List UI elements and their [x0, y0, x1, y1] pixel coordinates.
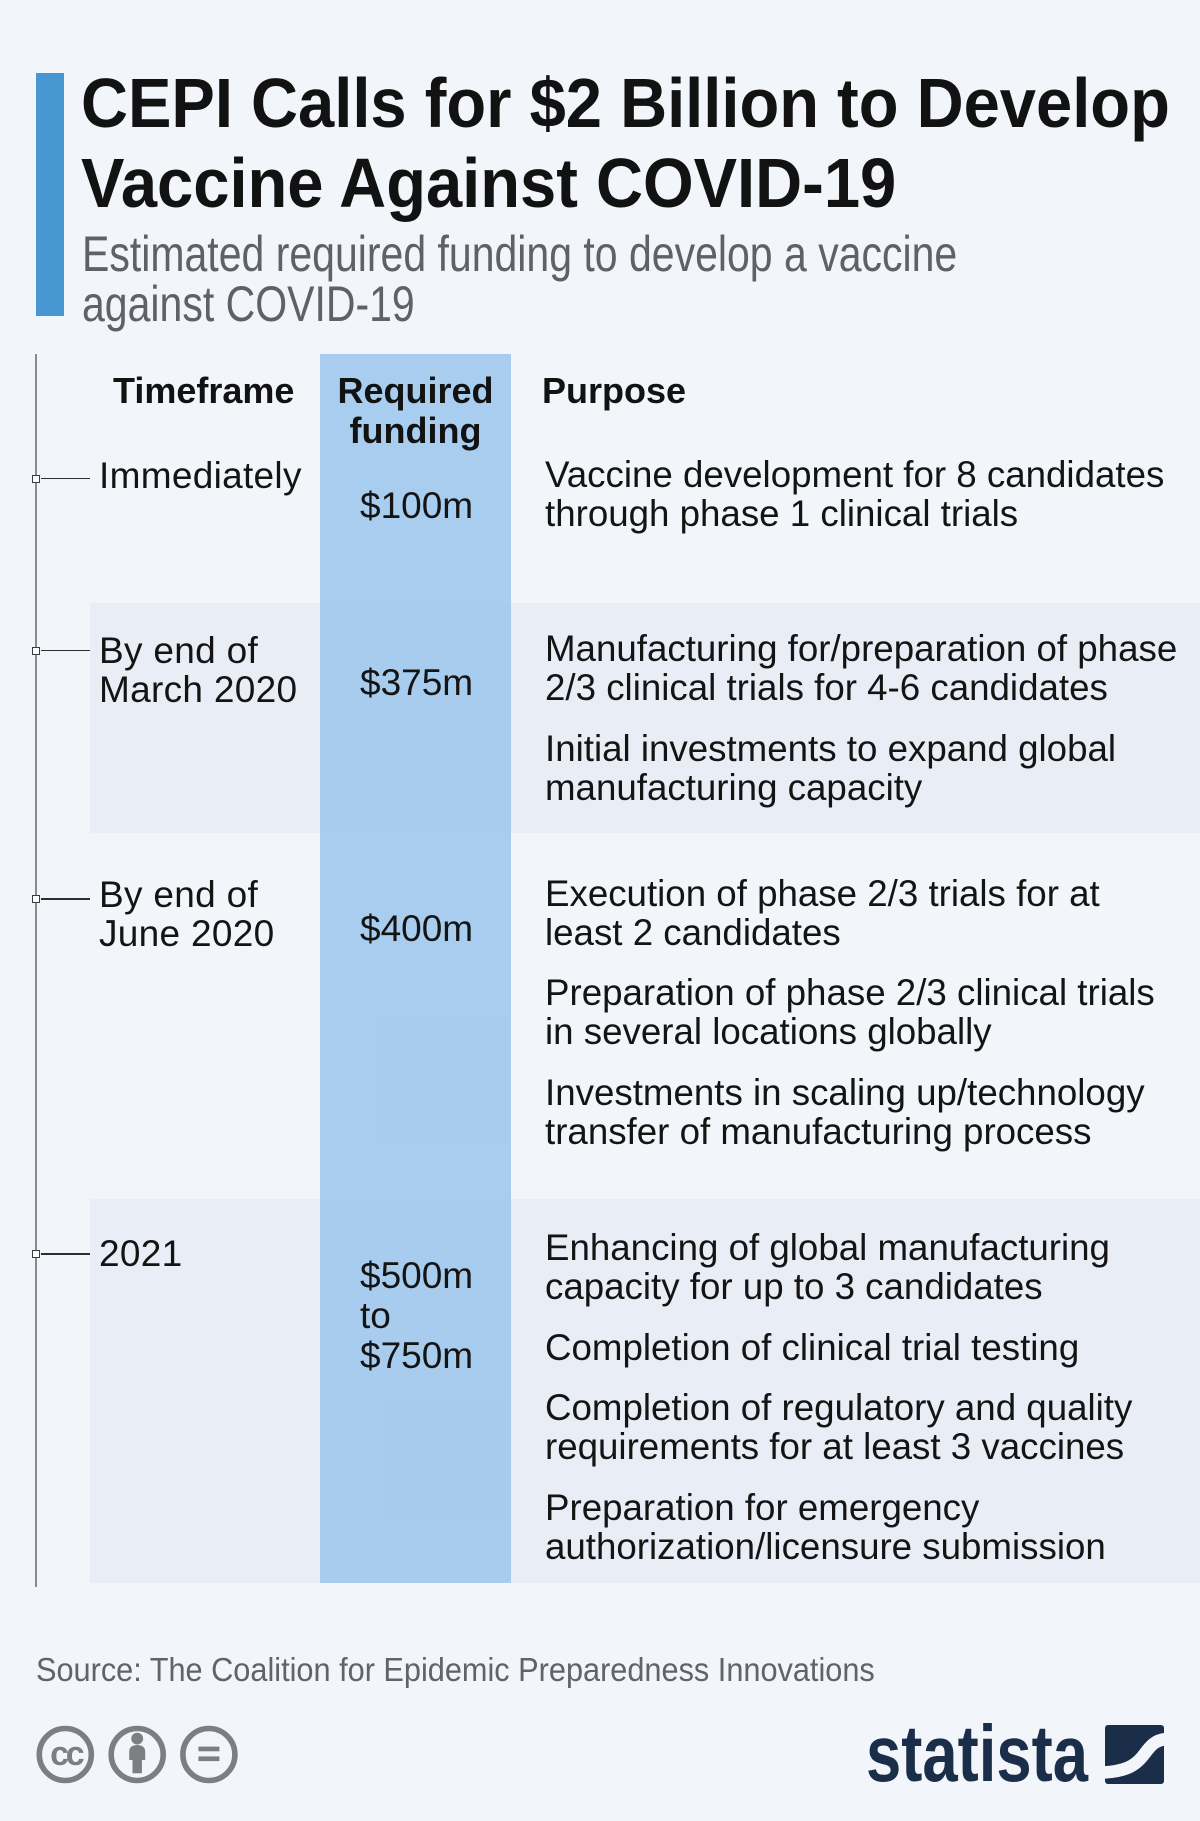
svg-text:cc: cc	[50, 1735, 84, 1773]
svg-text:statista: statista	[866, 1712, 1088, 1787]
